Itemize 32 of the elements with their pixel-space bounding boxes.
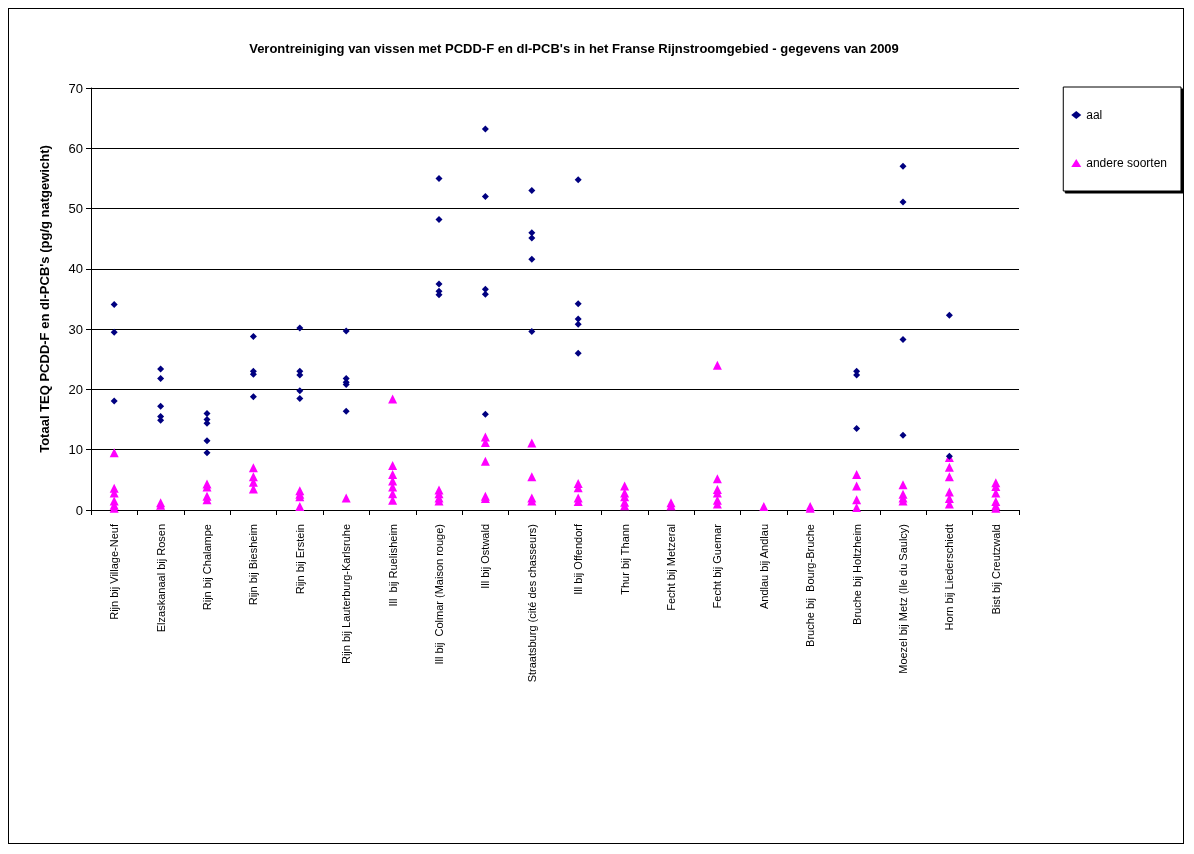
x-tick-label: Fecht bij Guemar <box>711 523 724 609</box>
x-tick-label: Moezel bij Metz (Ile du Saulcy) <box>897 524 909 674</box>
x-tick-label: Ill bij Colmar (Maison rouge) <box>433 524 445 665</box>
y-tick-label: 60 <box>68 140 83 156</box>
x-tick-label: Fecht bij Metzeral <box>665 524 677 611</box>
x-tick-label: Elzaskanaal bij Rosen <box>154 524 167 633</box>
x-tick-label: Andlau bij Andlau <box>757 524 770 610</box>
y-tick-label: 50 <box>68 201 83 217</box>
legend-label: aal <box>1086 108 1103 122</box>
x-tick-label: Bruche bij Holtzheim <box>850 524 863 625</box>
y-tick-label: 20 <box>68 381 83 397</box>
legend-label: andere soorten <box>1086 156 1168 170</box>
y-tick-label: 70 <box>68 80 83 96</box>
x-tick-label: Thur bij Thann <box>618 524 631 595</box>
x-tick-label: Rijn bij Chalampe <box>201 524 213 611</box>
y-tick-label: 0 <box>75 502 83 518</box>
x-tick-label: Horn bij Liederschiedt <box>943 524 956 631</box>
chart-title: Verontreiniging van vissen met PCDD-F en dl-PCB's in het Franse Rijnstroomgebied - gegevens van 2009 <box>249 41 899 56</box>
x-tick-label: Rijn bij Erstein <box>293 524 306 595</box>
x-tick-label: Ill bij Ostwald <box>479 524 492 589</box>
x-tick-label: Straatsburg (cité des chasseurs) <box>525 524 538 683</box>
y-tick-label: 30 <box>68 321 83 337</box>
x-tick-label: Bist bij Creutzwald <box>989 524 1002 615</box>
x-tick-label: Rijn bij Biesheim <box>247 524 260 606</box>
y-tick-label: 40 <box>68 261 83 277</box>
x-tick-label: Ill bij Offendorf <box>572 523 585 595</box>
y-tick-label: 10 <box>68 442 83 458</box>
x-tick-label: Ill bij Ruelisheim <box>386 524 399 607</box>
x-tick-label: Bruche bij Bourg-Bruche <box>804 524 817 647</box>
x-tick-label: Rijn bij Lauterburg-Karlsruhe <box>340 524 353 665</box>
y-axis-title: Totaal TEQ PCDD-F en dl-PCB's (pg/g natgewicht) <box>37 145 52 453</box>
x-tick-label: Rijn bij Village-Neuf <box>108 523 121 620</box>
